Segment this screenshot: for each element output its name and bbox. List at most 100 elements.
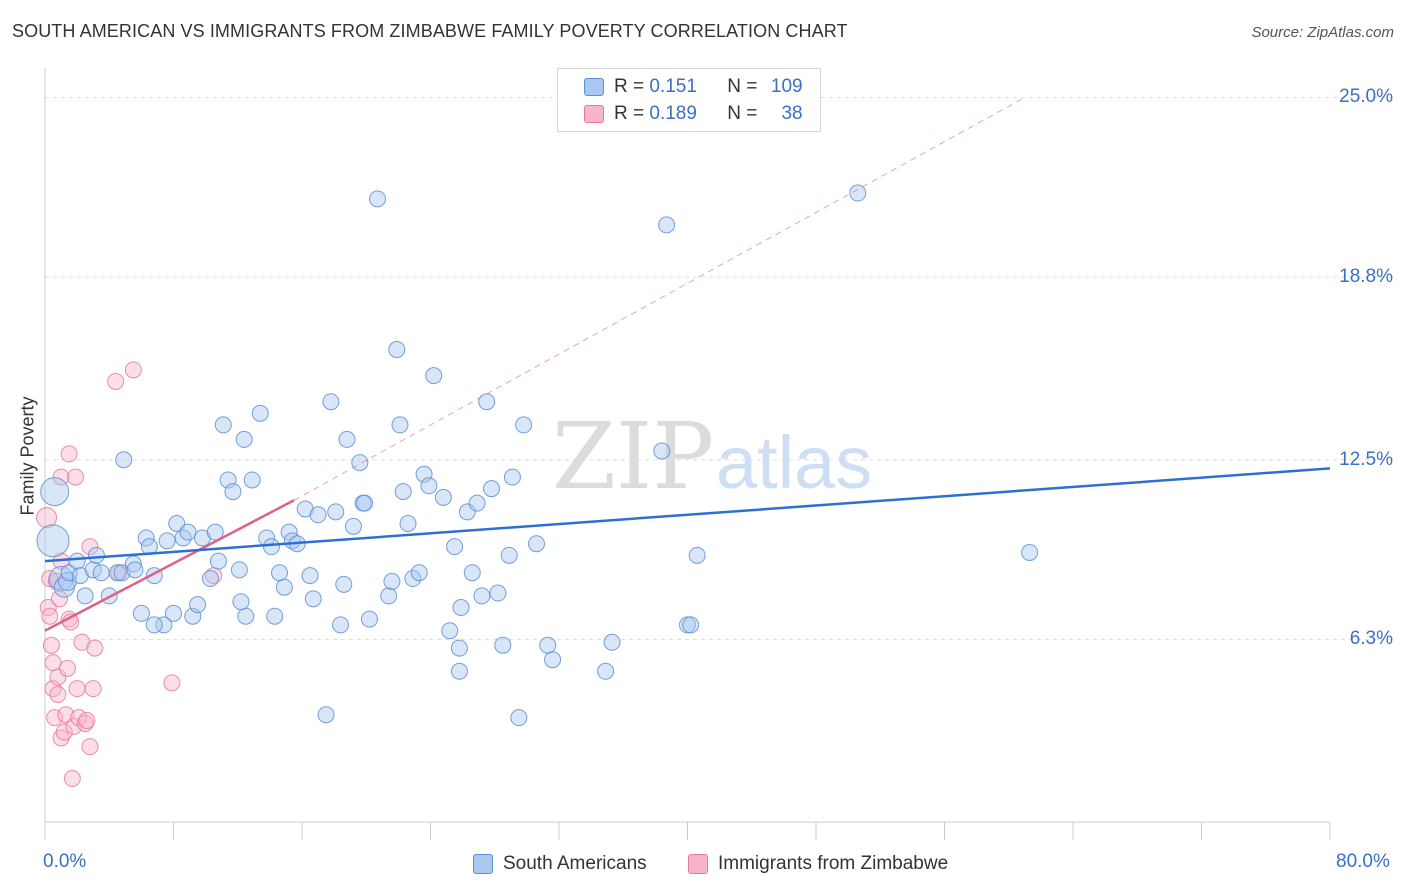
south-american-point: [209, 552, 227, 570]
south-american-point: [322, 393, 340, 411]
south-american-point: [688, 546, 706, 564]
zimbabwe-point: [163, 674, 181, 692]
chart-title: SOUTH AMERICAN VS IMMIGRANTS FROM ZIMBAB…: [12, 21, 848, 41]
south-american-point: [137, 529, 155, 547]
watermark-atlas: atlas: [716, 421, 872, 504]
south-american-point: [450, 662, 468, 680]
zimbabwe-point: [78, 712, 96, 730]
zimbabwe-point: [44, 654, 62, 672]
south-american-point: [404, 570, 422, 588]
zimbabwe-point: [68, 680, 86, 698]
south-american-point: [434, 488, 452, 506]
south-american-point: [108, 564, 126, 582]
south-american-point: [597, 662, 615, 680]
south-american-point: [468, 494, 486, 512]
south-american-point: [168, 514, 186, 532]
south-american-point: [280, 523, 298, 541]
south-american-point: [36, 524, 70, 558]
south-american-point: [849, 184, 867, 202]
south-american-point: [515, 416, 533, 434]
south-american-point: [224, 483, 242, 501]
south-american-point: [394, 483, 412, 501]
legend-r-value: 0.189: [649, 103, 697, 124]
south-american-point: [317, 706, 335, 724]
y-tick-label: 18.8%: [1339, 266, 1393, 288]
y-tick-label: 6.3%: [1349, 628, 1393, 650]
south-american-point: [425, 367, 443, 385]
legend-swatch-blue: [584, 78, 604, 96]
south-american-point: [76, 587, 94, 605]
watermark-zip: ZIP: [552, 403, 714, 510]
legend-r-label: R =: [614, 103, 645, 124]
south-american-point: [189, 596, 207, 614]
south-american-point: [155, 616, 173, 634]
south-american-point: [60, 564, 78, 582]
south-american-point: [653, 442, 671, 460]
legend-row-zimbabwe: R = 0.189 N = 38: [584, 101, 803, 127]
south-american-point: [391, 416, 409, 434]
x-tick-min: 0.0%: [43, 851, 87, 872]
south-american-point: [243, 471, 261, 489]
zimbabwe-point: [49, 685, 67, 703]
south-american-point: [40, 477, 70, 507]
south-american-point: [115, 451, 133, 469]
south-american-point: [344, 517, 362, 535]
legend-label-zimbabwe: Immigrants from Zimbabwe: [718, 853, 949, 874]
south-american-point: [503, 468, 521, 486]
south-american-point: [301, 567, 319, 585]
south-american-point: [539, 636, 557, 654]
south-american-point: [410, 564, 428, 582]
south-american-point: [1021, 543, 1039, 561]
legend-n-value: 38: [781, 103, 803, 124]
zimbabwe-point: [63, 770, 81, 788]
zimbabwe-point: [107, 372, 125, 390]
south-american-point: [145, 616, 163, 634]
south-american-point: [92, 564, 110, 582]
south-american-point: [332, 616, 350, 634]
south-american-trend-line: [44, 467, 1331, 563]
south-american-point: [335, 575, 353, 593]
legend-r-value: 0.151: [649, 76, 697, 97]
south-american-point: [132, 604, 150, 622]
south-american-point: [327, 503, 345, 521]
south-american-point: [356, 494, 374, 512]
south-american-point: [309, 506, 327, 524]
south-american-point: [87, 546, 105, 564]
source-label: Source: ZipAtlas.com: [1251, 24, 1394, 41]
south-american-point: [494, 636, 512, 654]
south-american-point: [528, 535, 546, 553]
south-american-point: [158, 532, 176, 550]
zimbabwe-point: [57, 706, 75, 724]
south-american-point: [235, 430, 253, 448]
south-american-point: [232, 593, 250, 611]
south-american-point: [658, 216, 676, 234]
south-american-point: [368, 190, 386, 208]
legend-row-south-americans: R = 0.151 N = 109: [584, 74, 803, 100]
legend-n-label: N =: [727, 103, 758, 124]
zimbabwe-point: [60, 445, 78, 463]
south-american-point: [383, 572, 401, 590]
legend-swatch-pink: [584, 105, 604, 123]
legend-swatch-blue: [473, 854, 493, 874]
south-american-point: [452, 599, 470, 617]
south-american-point: [380, 587, 398, 605]
y-tick-label: 12.5%: [1339, 448, 1393, 470]
south-american-point: [266, 607, 284, 625]
south-american-point: [483, 480, 501, 498]
south-american-point: [275, 578, 293, 596]
south-american-point: [399, 514, 417, 532]
legend-swatch-pink: [688, 854, 708, 874]
zimbabwe-point: [124, 361, 142, 379]
south-american-point: [68, 552, 86, 570]
legend-label-south-americans: South Americans: [503, 853, 647, 874]
zimbabwe-point: [86, 639, 104, 657]
south-american-point: [446, 538, 464, 556]
south-american-point: [544, 651, 562, 669]
zimbabwe-point: [67, 468, 85, 486]
south-american-point: [165, 604, 182, 622]
south-american-point: [351, 454, 369, 472]
south-american-point: [473, 587, 491, 605]
legend-n-value: 109: [770, 76, 803, 97]
south-american-point: [338, 430, 356, 448]
south-american-point: [388, 341, 406, 359]
